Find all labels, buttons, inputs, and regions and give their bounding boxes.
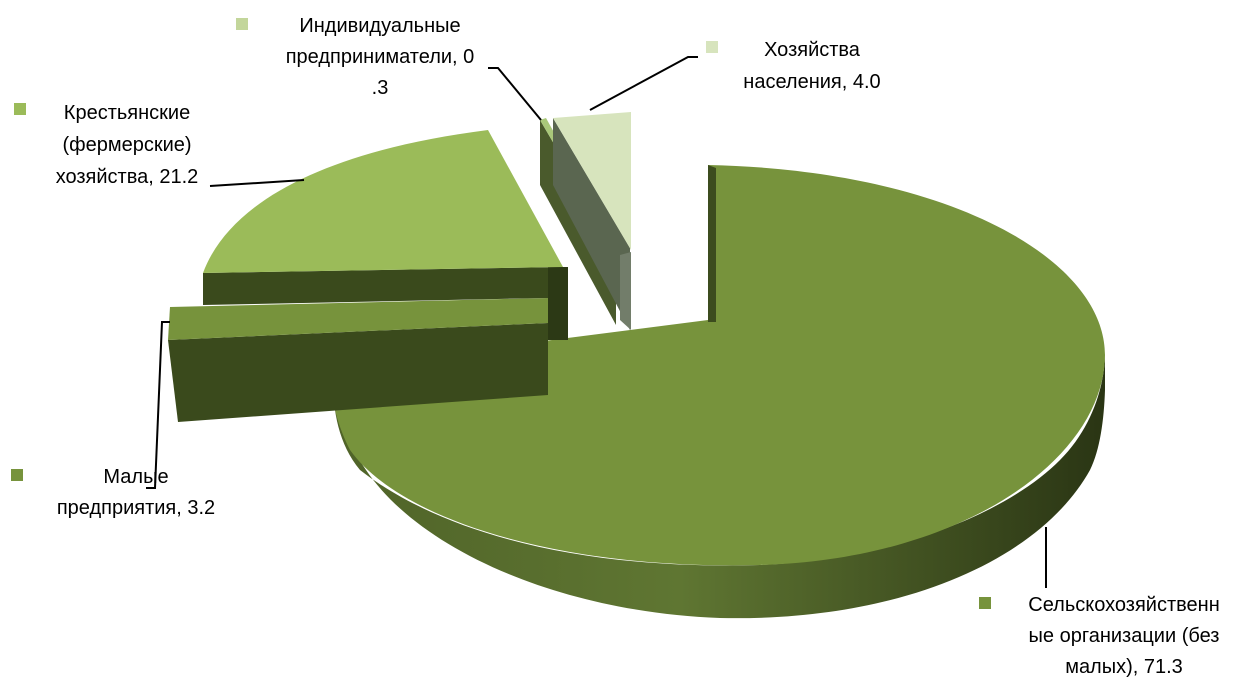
slice-malye: [168, 298, 568, 422]
label-line: предприниматели, 0: [286, 46, 475, 68]
label-line: населения, 4.0: [743, 71, 880, 93]
slice-krestyanskie-top: [203, 130, 563, 273]
data-label-malye: Малые предприятия, 3.2: [11, 466, 215, 519]
label-line: малых), 71.3: [1065, 656, 1183, 678]
leader-line-naseleniya: [589, 56, 698, 111]
label-line: Крестьянские: [64, 102, 190, 124]
slice-naseleniya-top: [553, 112, 631, 250]
label-line: хозяйства, 21.2: [56, 166, 199, 188]
slice-naseleniya: [553, 112, 631, 330]
slice-naseleniya-side2: [620, 252, 631, 330]
slice-selskohozyaystvennye-top: [332, 165, 1105, 566]
label-line: Хозяйства: [764, 39, 861, 61]
legend-key-naseleniya: [706, 41, 718, 53]
label-line: предприятия, 3.2: [57, 497, 215, 519]
label-line: (фермерские): [62, 134, 191, 156]
data-label-krestyanskie: Крестьянские (фермерские) хозяйства, 21.…: [14, 102, 198, 188]
leader-lines: [146, 56, 1047, 588]
label-line: Индивидуальные: [299, 15, 460, 37]
leader-line-krestyanskie: [209, 179, 305, 187]
data-label-naseleniya: Хозяйства населения, 4.0: [706, 39, 881, 93]
slice-krestyanskie-side: [203, 267, 568, 305]
slice-malye-side: [168, 323, 548, 422]
slice-krestyanskie-edge: [548, 267, 568, 340]
legend-key-selskohozyaystvennye: [979, 597, 991, 609]
slice-krestyanskie: [203, 130, 568, 340]
data-label-selskohozyaystvennye: Сельскохозяйственн ые организации (без м…: [979, 594, 1220, 678]
slice-naseleniya-side: [553, 118, 630, 330]
leader-line-individualnye: [488, 67, 542, 121]
slice-selskohozyaystvennye-side: [332, 355, 1105, 619]
slice-malye-top: [168, 298, 548, 340]
leader-line-malye: [146, 321, 170, 489]
label-line: Малые: [103, 466, 168, 488]
legend-key-malye: [11, 469, 23, 481]
label-line: ые организации (без: [1029, 625, 1220, 647]
label-line: Сельскохозяйственн: [1028, 594, 1219, 616]
slice-selskohozyaystvennye: [332, 165, 1105, 619]
label-line: .3: [372, 77, 389, 99]
legend-key-individualnye: [236, 18, 248, 30]
data-label-individualnye: Индивидуальные предприниматели, 0 .3: [236, 15, 474, 99]
slice-selskohozyaystvennye-edge: [708, 165, 716, 322]
legend-key-krestyanskie: [14, 103, 26, 115]
